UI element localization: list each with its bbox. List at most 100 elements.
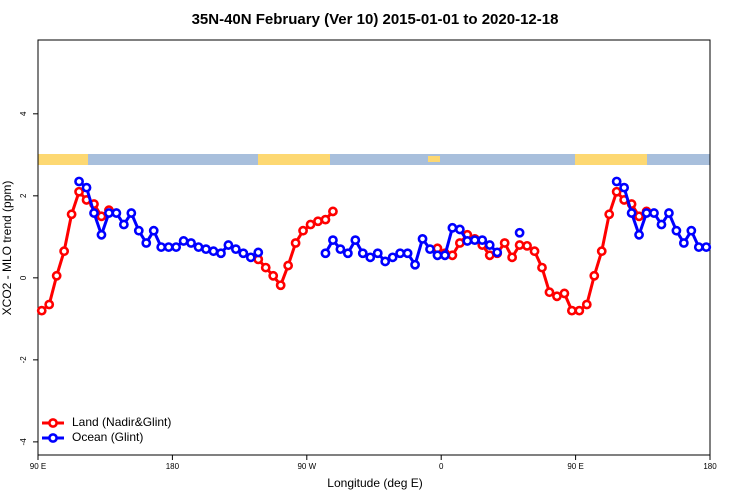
data-point [410, 259, 420, 270]
data-point [589, 270, 600, 281]
data-point [701, 242, 712, 252]
data-point [320, 248, 331, 259]
data-point [649, 208, 659, 218]
data-point [245, 252, 256, 263]
data-point [148, 225, 159, 236]
data-point [290, 238, 301, 248]
data-point [693, 242, 704, 252]
legend-marker [48, 418, 58, 428]
x-tick-label: 90 E [30, 462, 46, 471]
data-point [499, 238, 510, 248]
data-point [342, 248, 353, 259]
data-point [96, 211, 107, 222]
data-point [163, 242, 174, 252]
data-point [335, 244, 346, 255]
data-point [328, 206, 338, 217]
x-tick-label: 0 [439, 462, 444, 471]
data-point [193, 242, 204, 252]
data-point [447, 222, 458, 233]
data-point [492, 247, 503, 258]
data-point [126, 208, 137, 218]
data-point [275, 280, 286, 291]
data-point [118, 219, 129, 230]
data-point [507, 252, 518, 263]
data-point [230, 244, 241, 255]
data-point [395, 248, 406, 259]
y-tick-label: 4 [19, 111, 28, 116]
data-point [566, 305, 577, 316]
data-point [74, 176, 84, 187]
data-point [253, 247, 264, 258]
legend-label: Land (Nadir&Glint) [72, 415, 171, 429]
data-point [365, 252, 376, 263]
data-point [201, 244, 211, 255]
data-point [634, 229, 644, 240]
data-point [328, 235, 338, 246]
data-point [260, 262, 271, 273]
x-tick-label: 180 [166, 462, 180, 471]
data-point [626, 208, 637, 218]
data-point [454, 224, 465, 235]
data-point [89, 208, 99, 218]
plot-frame [37, 39, 711, 456]
data-point [559, 288, 570, 299]
data-point [656, 219, 667, 230]
data-point [156, 242, 167, 252]
y-tick-label: -4 [19, 438, 28, 446]
data-point [671, 225, 682, 236]
data-point [477, 235, 488, 246]
data-point [484, 240, 495, 250]
data-point [529, 246, 540, 257]
x-tick-label: 90 W [297, 462, 316, 471]
data-point [59, 246, 70, 257]
data-point [104, 208, 114, 218]
data-point [141, 238, 152, 248]
data-point [596, 246, 607, 257]
data-point [350, 235, 361, 246]
data-point [484, 250, 495, 261]
data-point [544, 287, 555, 298]
data-point [66, 209, 77, 220]
data-point [678, 238, 689, 248]
land-ocean-strip [38, 154, 710, 165]
data-point [283, 260, 294, 271]
data-point [380, 256, 391, 267]
data-point [447, 250, 458, 261]
data-point [522, 240, 532, 251]
y-tick-label: -2 [19, 356, 28, 364]
data-point [238, 248, 249, 259]
chart-title: 35N-40N February (Ver 10) 2015-01-01 to … [192, 11, 559, 28]
data-point [514, 227, 525, 238]
data-point [133, 225, 144, 236]
x-tick-label: 180 [703, 462, 717, 471]
y-tick-label: 0 [19, 275, 28, 280]
data-point [664, 208, 674, 218]
data-point [387, 252, 398, 263]
data-point [81, 182, 92, 193]
data-point [320, 214, 331, 225]
data-point [96, 229, 107, 240]
data-point [552, 291, 562, 302]
data-point [74, 186, 84, 197]
data-point [581, 299, 592, 310]
x-tick-label: 90 E [567, 462, 583, 471]
data-point [604, 209, 615, 220]
y-axis-label: XCO2 - MLO trend (ppm) [0, 181, 14, 316]
series-line [78, 180, 707, 269]
data-point [634, 211, 644, 222]
x-axis-label: Longitude (deg E) [327, 476, 422, 490]
data-point [432, 250, 443, 261]
data-point [223, 240, 234, 250]
data-point [537, 262, 547, 273]
data-point [514, 240, 525, 250]
data-point [216, 248, 226, 259]
data-point [462, 236, 473, 246]
data-point [574, 305, 585, 316]
data-point [611, 176, 622, 187]
data-point [440, 250, 450, 261]
data-point [313, 216, 323, 227]
data-point [51, 270, 62, 281]
data-point [686, 225, 697, 236]
data-point [44, 299, 55, 310]
